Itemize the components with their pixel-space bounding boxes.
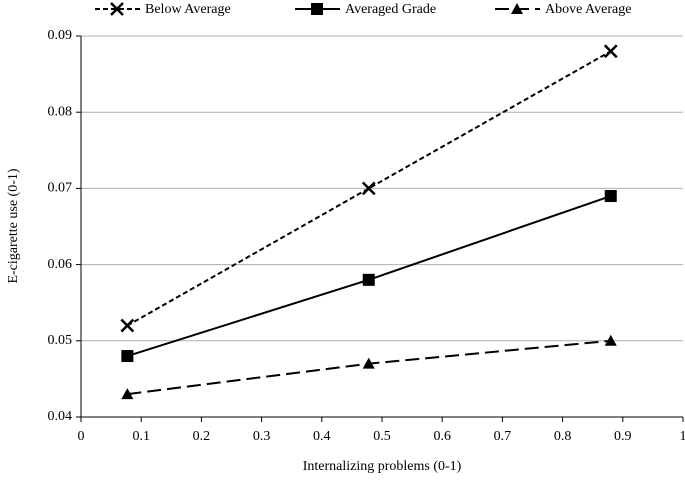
- x-tick-label: 1: [680, 429, 685, 444]
- legend-label: Below Average: [145, 2, 231, 17]
- x-tick-label: 0.2: [193, 429, 211, 444]
- y-tick-label: 0.08: [48, 104, 73, 119]
- y-tick-label: 0.09: [48, 28, 73, 43]
- legend-label: Averaged Grade: [345, 2, 436, 17]
- legend-marker: [511, 3, 523, 14]
- data-point: [361, 181, 376, 196]
- y-axis-label: E-cigarette use (0-1): [6, 168, 21, 283]
- x-tick-label: 0.5: [373, 429, 391, 444]
- x-tick-label: 0.9: [614, 429, 632, 444]
- data-point: [362, 273, 375, 286]
- x-tick-label: 0: [78, 429, 85, 444]
- x-tick-label: 0.1: [132, 429, 150, 444]
- legend-marker: [110, 2, 124, 16]
- x-tick-label: 0.6: [433, 429, 451, 444]
- data-point: [121, 350, 134, 363]
- data-point: [121, 388, 134, 400]
- legend-label: Above Average: [545, 2, 631, 17]
- data-point: [603, 44, 618, 59]
- y-tick-label: 0.04: [48, 409, 73, 424]
- y-tick-label: 0.05: [48, 333, 73, 348]
- legend-marker: [311, 3, 323, 15]
- x-tick-label: 0.8: [554, 429, 572, 444]
- data-point: [120, 318, 135, 333]
- data-point: [362, 357, 375, 369]
- data-point: [604, 334, 617, 346]
- series-line: [126, 50, 612, 327]
- y-tick-label: 0.06: [48, 257, 73, 272]
- y-tick-label: 0.07: [48, 181, 73, 196]
- x-tick-label: 0.7: [494, 429, 512, 444]
- x-tick-label: 0.3: [253, 429, 271, 444]
- x-tick-label: 0.4: [313, 429, 331, 444]
- x-axis-label: Internalizing problems (0-1): [303, 459, 462, 474]
- data-point: [604, 190, 617, 203]
